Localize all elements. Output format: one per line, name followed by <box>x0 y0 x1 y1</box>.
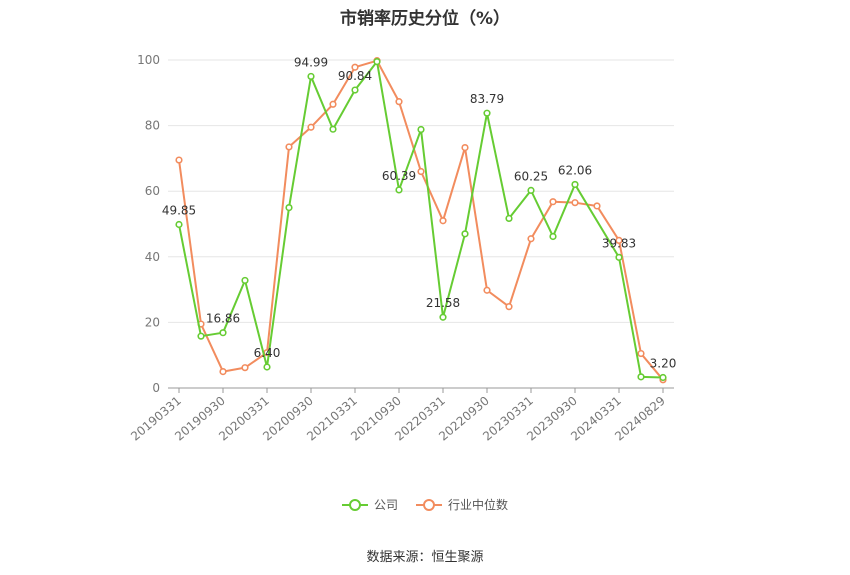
legend: 公司 行业中位数 <box>0 496 850 513</box>
data-point-industry-median <box>505 303 513 311</box>
data-point-company <box>263 363 271 371</box>
data-label-company: 83.79 <box>470 92 504 106</box>
data-point-company <box>285 204 293 212</box>
data-label-company: 94.99 <box>294 55 328 69</box>
data-point-industry-median <box>571 199 579 207</box>
data-label-company: 6.40 <box>254 346 281 360</box>
series-line-company <box>178 60 664 379</box>
data-point-industry-median <box>461 143 469 152</box>
data-point-industry-median <box>219 368 227 376</box>
data-point-company <box>373 58 381 66</box>
data-point-industry-median <box>395 98 403 106</box>
data-point-company <box>197 332 205 340</box>
y-tick-label: 100 <box>137 53 160 67</box>
data-label-company: 16.86 <box>206 312 240 326</box>
data-point-industry-median <box>329 100 337 108</box>
data-point-industry-median <box>307 123 315 131</box>
data-label-company: 3.20 <box>650 357 677 371</box>
data-label-company: 90.84 <box>338 69 372 83</box>
data-point-industry-median <box>175 156 183 164</box>
data-label-company: 60.39 <box>382 169 416 183</box>
data-point-industry-median <box>483 286 491 294</box>
data-label-company: 21.58 <box>426 296 460 310</box>
data-point-company <box>351 86 359 94</box>
y-tick-label: 60 <box>145 184 160 198</box>
data-point-company <box>637 373 645 381</box>
legend-item-industry-median[interactable]: 行业中位数 <box>416 496 508 513</box>
y-tick-label: 0 <box>152 381 160 395</box>
data-point-company <box>417 125 425 134</box>
data-point-company <box>219 329 227 337</box>
legend-label-company: 公司 <box>373 498 398 512</box>
data-point-industry-median <box>351 63 359 71</box>
data-point-company <box>571 180 579 189</box>
legend-item-company[interactable]: 公司 <box>341 496 398 513</box>
data-point-industry-median <box>549 198 557 206</box>
data-source: 数据来源：恒生聚源 <box>366 550 484 565</box>
data-point-company <box>505 214 513 223</box>
data-point-company <box>483 109 491 117</box>
data-point-company <box>175 220 183 229</box>
data-point-industry-median <box>285 143 293 151</box>
data-point-company <box>527 186 535 194</box>
data-point-industry-median <box>637 349 645 358</box>
legend-swatch-industry-median <box>416 498 442 512</box>
y-tick-label: 80 <box>145 119 160 133</box>
data-point-company <box>439 313 447 321</box>
data-point-company <box>241 276 249 285</box>
chart-title: 市销率历史分位（%） <box>339 9 511 29</box>
data-point-company <box>659 373 667 382</box>
data-point-industry-median <box>241 364 249 372</box>
data-point-company <box>329 125 337 133</box>
data-label-company: 62.06 <box>558 163 592 177</box>
data-point-industry-median <box>527 235 535 243</box>
data-point-company <box>307 72 315 81</box>
data-point-industry-median <box>439 217 447 225</box>
legend-label-industry-median: 行业中位数 <box>448 498 509 512</box>
data-label-company: 39.83 <box>602 236 636 250</box>
y-tick-label: 20 <box>145 315 160 329</box>
data-point-company <box>549 232 557 241</box>
series-line-industry-median <box>178 59 664 381</box>
data-point-industry-median <box>615 236 623 244</box>
data-point-company <box>615 253 623 261</box>
legend-swatch-company <box>341 498 368 512</box>
data-label-company: 60.25 <box>514 169 548 183</box>
data-point-industry-median <box>417 167 425 176</box>
data-point-company <box>395 186 403 194</box>
data-point-company <box>461 230 469 238</box>
data-label-company: 49.85 <box>162 203 196 217</box>
y-tick-label: 40 <box>145 250 160 264</box>
data-point-industry-median <box>593 202 601 210</box>
